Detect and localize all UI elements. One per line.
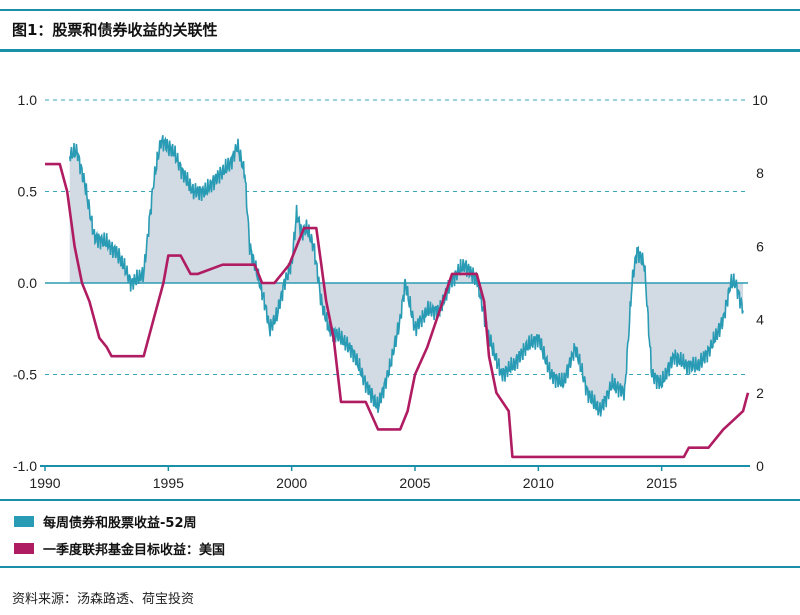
title-rule — [0, 49, 800, 52]
legend-item-fed-funds: 一季度联邦基金目标收益：美国 — [14, 540, 226, 558]
y-right-tick-label: 6 — [756, 238, 764, 254]
y-left-tick-label: 0.0 — [18, 275, 38, 291]
x-tick-label: 2000 — [276, 475, 307, 491]
y-right-tick-label: 0 — [756, 458, 764, 474]
series-line-fed-funds-rate — [45, 162, 750, 459]
legend-top-rule — [0, 499, 800, 501]
y-right-tick-label: 10 — [752, 92, 768, 108]
legend-label-fed-funds: 一季度联邦基金目标收益：美国 — [43, 542, 226, 558]
legend-item-bond-stock: 每周债券和股票收益-52周 — [14, 513, 197, 531]
x-tick-label: 2005 — [399, 475, 430, 491]
legend-label-bond-stock: 每周债券和股票收益-52周 — [43, 515, 197, 531]
x-tick-label: 1990 — [29, 475, 60, 491]
series-line-bond-stock-correlation — [68, 135, 744, 417]
y-right-tick-label: 8 — [756, 165, 764, 181]
legend-bottom-rule — [0, 566, 800, 568]
top-rule — [0, 9, 800, 11]
legend-swatch-magenta — [14, 542, 34, 554]
y-left-tick-label: -1.0 — [13, 458, 37, 474]
x-tick-label: 1995 — [153, 475, 184, 491]
source-note: 资料来源：汤森路透、荷宝投资 — [12, 592, 195, 607]
x-tick-label: 2010 — [523, 475, 554, 491]
y-left-tick-label: 1.0 — [18, 92, 38, 108]
grid — [45, 99, 748, 375]
figure-title: 图1：股票和债券收益的关联性 — [12, 21, 218, 39]
y-left-tick-label: 0.5 — [18, 184, 38, 200]
y-right-tick-label: 2 — [756, 385, 764, 401]
x-tick-label: 2015 — [646, 475, 677, 491]
correlation-chart: 1.0 0.5 0.0 -0.5 -1.0 10 8 6 4 2 0 1990 1995 2000 2005… — [13, 92, 768, 491]
y-right-tick-label: 4 — [756, 312, 764, 328]
legend-swatch-teal — [14, 515, 34, 527]
y-left-tick-label: -0.5 — [13, 367, 37, 383]
tick-labels: 1.0 0.5 0.0 -0.5 -1.0 10 8 6 4 2 0 1990 1995 2000 2005… — [13, 92, 768, 491]
